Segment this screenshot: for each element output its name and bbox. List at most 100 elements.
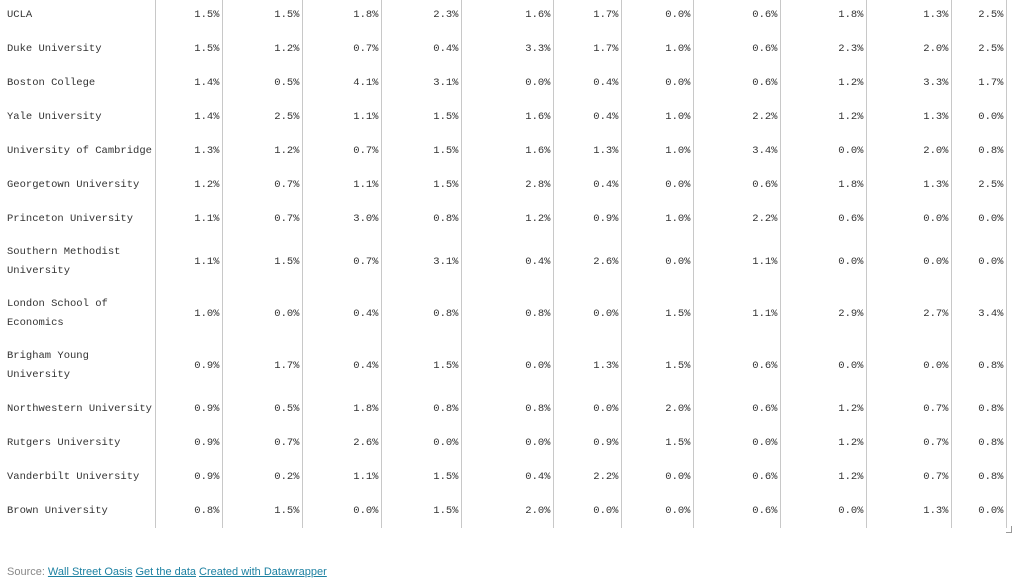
cell-value: 2.7% [866, 288, 952, 340]
cell-value: 2.3% [381, 0, 462, 32]
school-name: University of Cambridge [0, 134, 156, 168]
cell-value: 4.1% [302, 66, 382, 100]
cell-value: 1.5% [222, 236, 303, 288]
cell-value: 1.3% [866, 0, 952, 32]
school-name: Vanderbilt University [0, 460, 156, 494]
cell-value: 1.8% [780, 168, 867, 202]
footer: Source: Wall Street Oasis Get the data Crea… [7, 566, 327, 578]
school-name: Boston College [0, 66, 156, 100]
cell-value: 0.6% [693, 494, 781, 528]
cell-value: 0.9% [553, 426, 622, 460]
cell-value: 1.2% [780, 392, 867, 426]
cell-value: 0.8% [461, 288, 554, 340]
cell-value: 0.0% [461, 426, 554, 460]
table-row: Vanderbilt University 0.9% 0.2% 1.1% 1.5% 0.4… [0, 460, 1007, 494]
cell-value: 0.7% [866, 392, 952, 426]
cell-value: 2.0% [866, 134, 952, 168]
cell-value: 0.8% [951, 460, 1007, 494]
footer-link[interactable]: Get the data [135, 566, 197, 578]
cell-value: 0.0% [302, 494, 382, 528]
cell-value: 0.0% [621, 66, 694, 100]
cell-value: 0.0% [461, 66, 554, 100]
cell-value: 2.0% [621, 392, 694, 426]
school-name: Duke University [0, 32, 156, 66]
school-name: Yale University [0, 100, 156, 134]
cell-value: 0.8% [381, 202, 462, 236]
cell-value: 0.8% [381, 288, 462, 340]
cell-value: 3.4% [693, 134, 781, 168]
cell-value: 3.1% [381, 66, 462, 100]
cell-value: 0.6% [693, 66, 781, 100]
cell-value: 1.3% [866, 100, 952, 134]
cell-value: 0.4% [302, 288, 382, 340]
cell-value: 0.4% [553, 100, 622, 134]
cell-value: 1.6% [461, 134, 554, 168]
cell-value: 1.0% [621, 202, 694, 236]
table-row: Yale University 1.4% 2.5% 1.1% 1.5% 1.6% 0.4% 1… [0, 100, 1007, 134]
cell-value: 1.6% [461, 100, 554, 134]
cell-value: 2.6% [553, 236, 622, 288]
table-row: Georgetown University 1.2% 0.7% 1.1% 1.5% 2.8… [0, 168, 1007, 202]
cell-value: 2.9% [780, 288, 867, 340]
cell-value: 0.9% [155, 392, 223, 426]
cell-value: 1.5% [381, 100, 462, 134]
cell-value: 0.0% [780, 134, 867, 168]
cell-value: 0.2% [222, 460, 303, 494]
footer-link[interactable]: Wall Street Oasis [47, 566, 133, 578]
footer-link[interactable]: Created with Datawrapper [199, 566, 327, 578]
table-row: Southern Methodist University 1.1% 1.5% 0.7… [0, 236, 1007, 288]
cell-value: 0.0% [780, 494, 867, 528]
school-name: Princeton University [0, 202, 156, 236]
cell-value: 1.8% [302, 0, 382, 32]
cell-value: 0.8% [951, 134, 1007, 168]
cell-value: 1.7% [222, 340, 303, 392]
cell-value: 0.0% [866, 236, 952, 288]
cell-value: 0.7% [302, 134, 382, 168]
cell-value: 1.3% [866, 168, 952, 202]
cell-value: 1.1% [302, 100, 382, 134]
cell-value: 0.6% [693, 460, 781, 494]
resize-handle [1006, 526, 1012, 533]
table-row: Brigham Young University 0.9% 1.7% 0.4% 1.5%… [0, 340, 1007, 392]
cell-value: 2.2% [693, 100, 781, 134]
school-name: UCLA [0, 0, 156, 32]
cell-value: 1.5% [222, 0, 303, 32]
cell-value: 2.2% [553, 460, 622, 494]
table-row: Princeton University 1.1% 0.7% 3.0% 0.8% 1.2%… [0, 202, 1007, 236]
cell-value: 1.1% [155, 236, 223, 288]
cell-value: 0.8% [461, 392, 554, 426]
cell-value: 3.1% [381, 236, 462, 288]
table-row: London School of Economics 1.0% 0.0% 0.4% 0.… [0, 288, 1007, 340]
cell-value: 0.9% [155, 426, 223, 460]
cell-value: 0.0% [621, 236, 694, 288]
cell-value: 0.7% [222, 168, 303, 202]
cell-value: 0.4% [461, 236, 554, 288]
cell-value: 1.4% [155, 100, 223, 134]
cell-value: 0.8% [951, 340, 1007, 392]
cell-value: 1.0% [621, 32, 694, 66]
school-name: London School of Economics [0, 288, 156, 340]
school-name: Northwestern University [0, 392, 156, 426]
cell-value: 2.3% [780, 32, 867, 66]
cell-value: 0.0% [553, 494, 622, 528]
cell-value: 1.5% [381, 134, 462, 168]
cell-value: 1.3% [155, 134, 223, 168]
cell-value: 0.6% [693, 32, 781, 66]
cell-value: 1.1% [693, 236, 781, 288]
cell-value: 1.5% [381, 168, 462, 202]
cell-value: 1.0% [621, 134, 694, 168]
cell-value: 1.7% [951, 66, 1007, 100]
cell-value: 0.4% [461, 460, 554, 494]
cell-value: 0.8% [951, 392, 1007, 426]
cell-value: 0.7% [222, 202, 303, 236]
cell-value: 2.5% [951, 0, 1007, 32]
table-row: UCLA 1.5% 1.5% 1.8% 2.3% 1.6% 1.7% 0.0% 0.6% 1.8%… [0, 0, 1007, 32]
cell-value: 0.0% [461, 340, 554, 392]
cell-value: 0.8% [155, 494, 223, 528]
cell-value: 2.0% [461, 494, 554, 528]
cell-value: 2.5% [951, 32, 1007, 66]
table-row: Boston College 1.4% 0.5% 4.1% 3.1% 0.0% 0.4% 0.… [0, 66, 1007, 100]
cell-value: 1.2% [222, 32, 303, 66]
cell-value: 1.5% [381, 460, 462, 494]
